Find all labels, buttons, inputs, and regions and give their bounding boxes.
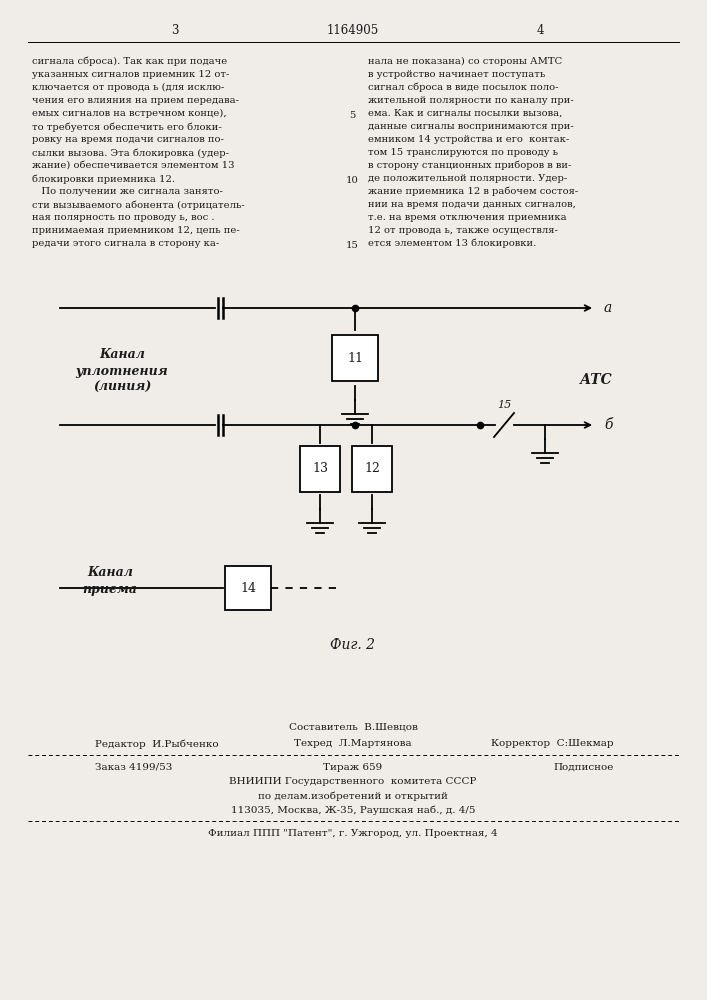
Text: нии на время подачи данных сигналов,: нии на время подачи данных сигналов, (368, 200, 576, 209)
Text: указанных сигналов приемник 12 от-: указанных сигналов приемник 12 от- (32, 70, 229, 79)
Text: (линия): (линия) (93, 380, 151, 393)
Text: принимаемая приемником 12, цепь пе-: принимаемая приемником 12, цепь пе- (32, 226, 240, 235)
Text: Тираж 659: Тираж 659 (323, 762, 382, 772)
Text: редачи этого сигнала в сторону ка-: редачи этого сигнала в сторону ка- (32, 239, 219, 248)
Text: по делам.изобретений и открытий: по делам.изобретений и открытий (258, 791, 448, 801)
Text: 113035, Москва, Ж-35, Раушская наб., д. 4/5: 113035, Москва, Ж-35, Раушская наб., д. … (230, 805, 475, 815)
Text: сылки вызова. Эта блокировка (удер-: сылки вызова. Эта блокировка (удер- (32, 148, 229, 157)
Text: 15: 15 (346, 241, 358, 250)
Text: Корректор  С:Шекмар: Корректор С:Шекмар (491, 740, 614, 748)
Text: Канал: Канал (87, 566, 133, 580)
Text: 10: 10 (346, 176, 358, 185)
Text: ровку на время подачи сигналов по-: ровку на время подачи сигналов по- (32, 135, 224, 144)
Text: б: б (604, 418, 612, 432)
Text: жительной полярности по каналу при-: жительной полярности по каналу при- (368, 96, 574, 105)
Text: Составитель  В.Шевцов: Составитель В.Шевцов (288, 722, 417, 732)
Text: Заказ 4199/53: Заказ 4199/53 (95, 762, 173, 772)
Text: 5: 5 (349, 111, 355, 120)
Text: ключается от провода ь (для исклю-: ключается от провода ь (для исклю- (32, 83, 224, 92)
Text: т.е. на время отключения приемника: т.е. на время отключения приемника (368, 213, 566, 222)
Text: Филиал ППП "Патент", г. Ужгород, ул. Проектная, 4: Филиал ППП "Патент", г. Ужгород, ул. Про… (208, 828, 498, 838)
Text: АТС: АТС (580, 373, 613, 387)
Text: 15: 15 (497, 400, 511, 410)
Text: ема. Как и сигналы посылки вызова,: ема. Как и сигналы посылки вызова, (368, 109, 562, 118)
Text: емником 14 устройства и его  контак-: емником 14 устройства и его контак- (368, 135, 569, 144)
Text: том 15 транслируются по проводу ь: том 15 транслируются по проводу ь (368, 148, 558, 157)
Text: 13: 13 (312, 462, 328, 476)
Text: 3: 3 (171, 23, 179, 36)
Bar (332, 335, 378, 381)
Text: жание) обеспечивается элементом 13: жание) обеспечивается элементом 13 (32, 161, 235, 170)
Text: емых сигналов на встречном конце),: емых сигналов на встречном конце), (32, 109, 227, 118)
Text: сигнала сброса). Так как при подаче: сигнала сброса). Так как при подаче (32, 57, 227, 66)
Text: блокировки приемника 12.: блокировки приемника 12. (32, 174, 175, 184)
Text: Фиг. 2: Фиг. 2 (330, 638, 375, 652)
Bar (300, 446, 340, 492)
Bar (225, 566, 271, 610)
Text: сти вызываемого абонента (отрицатель-: сти вызываемого абонента (отрицатель- (32, 200, 245, 210)
Bar (352, 446, 392, 492)
Text: 12: 12 (364, 462, 380, 476)
Text: приема: приема (83, 582, 137, 595)
Text: нала не показана) со стороны АМТС: нала не показана) со стороны АМТС (368, 57, 562, 66)
Text: в устройство начинает поступать: в устройство начинает поступать (368, 70, 545, 79)
Text: 12 от провода ь, также осуществля-: 12 от провода ь, также осуществля- (368, 226, 558, 235)
Text: 11: 11 (347, 352, 363, 364)
Text: По получении же сигнала занято-: По получении же сигнала занято- (32, 187, 223, 196)
Text: сигнал сброса в виде посылок поло-: сигнал сброса в виде посылок поло- (368, 83, 559, 93)
Text: чения его влияния на прием передава-: чения его влияния на прием передава- (32, 96, 239, 105)
Text: Канал: Канал (99, 349, 145, 361)
Text: 14: 14 (240, 582, 256, 594)
Text: де положительной полярности. Удер-: де положительной полярности. Удер- (368, 174, 567, 183)
Text: а: а (604, 301, 612, 315)
Text: то требуется обеспечить его блоки-: то требуется обеспечить его блоки- (32, 122, 222, 131)
Text: жание приемника 12 в рабочем состоя-: жание приемника 12 в рабочем состоя- (368, 187, 578, 196)
Text: 4: 4 (536, 23, 544, 36)
Text: Техред  Л.Мартянова: Техред Л.Мартянова (294, 740, 411, 748)
Text: 1164905: 1164905 (327, 23, 379, 36)
Text: в сторону станционных приборов в ви-: в сторону станционных приборов в ви- (368, 161, 571, 170)
Text: данные сигналы воспринимаются при-: данные сигналы воспринимаются при- (368, 122, 574, 131)
Text: ется элементом 13 блокировки.: ется элементом 13 блокировки. (368, 239, 536, 248)
Text: ВНИИПИ Государственного  комитета СССР: ВНИИПИ Государственного комитета СССР (229, 778, 477, 786)
Text: уплотнения: уплотнения (76, 364, 168, 377)
Text: ная полярность по проводу ь, вос .: ная полярность по проводу ь, вос . (32, 213, 214, 222)
Text: Редактор  И.Рыбченко: Редактор И.Рыбченко (95, 739, 218, 749)
Text: Подписное: Подписное (554, 762, 614, 772)
